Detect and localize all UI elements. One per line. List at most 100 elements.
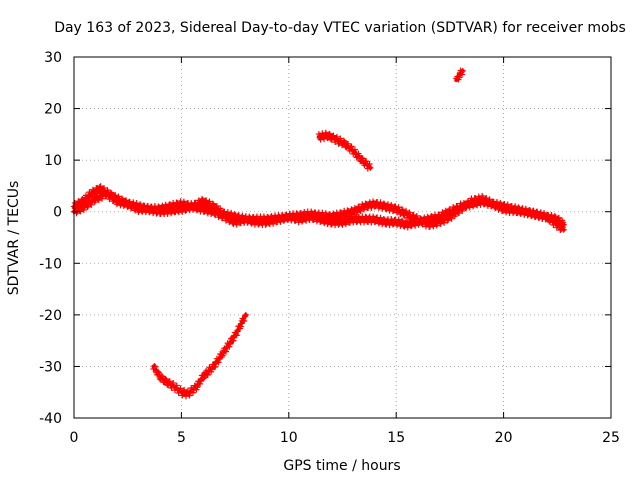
data-point bbox=[133, 200, 140, 207]
data-point bbox=[329, 133, 336, 140]
data-point bbox=[183, 393, 190, 400]
data-point bbox=[197, 380, 204, 387]
data-point bbox=[89, 186, 96, 193]
data-point bbox=[456, 74, 463, 81]
data-point bbox=[204, 370, 211, 377]
data-point bbox=[239, 212, 246, 219]
data-point bbox=[522, 205, 529, 212]
data-point bbox=[219, 352, 226, 359]
data-point bbox=[182, 207, 189, 214]
data-point bbox=[212, 363, 219, 370]
data-point bbox=[459, 208, 466, 215]
x-tick-labels: 0 5 10 15 20 25 bbox=[70, 430, 620, 446]
data-point bbox=[555, 214, 562, 221]
data-point bbox=[194, 203, 201, 210]
data-point bbox=[97, 183, 104, 190]
data-point bbox=[162, 375, 169, 382]
data-point bbox=[222, 347, 229, 354]
data-point bbox=[251, 218, 258, 225]
y-tick-label: 20 bbox=[44, 102, 62, 118]
y-tick-label: 10 bbox=[44, 153, 62, 169]
data-point bbox=[359, 155, 366, 162]
data-point bbox=[377, 214, 384, 221]
data-point bbox=[417, 215, 424, 222]
data-point bbox=[209, 200, 216, 207]
data-point bbox=[368, 204, 375, 211]
data-point bbox=[148, 203, 155, 210]
data-point bbox=[85, 203, 92, 210]
data-point bbox=[486, 196, 493, 203]
data-point bbox=[459, 71, 466, 78]
data-point bbox=[200, 375, 207, 382]
data-point bbox=[339, 221, 346, 228]
data-point bbox=[155, 369, 162, 376]
data-point bbox=[201, 374, 208, 381]
data-point bbox=[362, 158, 369, 165]
data-point bbox=[197, 202, 204, 209]
data-point bbox=[367, 164, 374, 171]
data-point bbox=[227, 341, 234, 348]
data-point bbox=[95, 197, 102, 204]
data-point bbox=[242, 311, 249, 318]
data-point bbox=[223, 348, 230, 355]
data-point bbox=[380, 200, 387, 207]
x-tick-label: 0 bbox=[70, 430, 79, 446]
y-tick-label: -20 bbox=[39, 308, 62, 324]
data-point bbox=[544, 212, 551, 219]
data-point bbox=[151, 363, 158, 370]
data-point bbox=[108, 191, 115, 198]
data-point bbox=[189, 389, 196, 396]
data-point bbox=[353, 209, 360, 216]
data-point bbox=[547, 215, 554, 222]
data-point bbox=[475, 193, 482, 200]
data-point bbox=[462, 205, 469, 212]
data-point bbox=[104, 189, 111, 196]
data-point bbox=[332, 216, 339, 223]
data-point bbox=[231, 211, 238, 218]
data-point bbox=[226, 343, 233, 350]
data-point bbox=[152, 363, 159, 370]
data-point bbox=[493, 199, 500, 206]
data-point bbox=[339, 214, 346, 221]
data-point bbox=[333, 133, 340, 140]
data-point bbox=[233, 221, 240, 228]
data-point bbox=[186, 392, 193, 399]
data-point bbox=[115, 195, 122, 202]
data-point bbox=[559, 222, 566, 229]
x-axis-label: GPS time / hours bbox=[283, 458, 400, 474]
data-point bbox=[179, 209, 186, 216]
y-tick-label: -10 bbox=[39, 256, 62, 272]
y-tick-label: -30 bbox=[39, 359, 62, 375]
data-point bbox=[324, 135, 331, 142]
data-point bbox=[230, 337, 237, 344]
data-point bbox=[155, 368, 162, 375]
data-point bbox=[170, 379, 177, 386]
data-point bbox=[548, 214, 555, 221]
data-point bbox=[335, 215, 342, 222]
data-point bbox=[537, 209, 544, 216]
data-point bbox=[366, 161, 373, 168]
data-point bbox=[421, 216, 428, 223]
data-point bbox=[233, 332, 240, 339]
data-point bbox=[455, 210, 462, 217]
data-point bbox=[164, 210, 171, 217]
data-point bbox=[194, 384, 201, 391]
series-lower-trace bbox=[150, 311, 249, 400]
data-point bbox=[224, 209, 231, 216]
axis-ticks bbox=[73, 56, 612, 419]
data-point bbox=[500, 204, 507, 211]
data-point bbox=[339, 142, 346, 149]
data-point bbox=[430, 223, 437, 230]
series-upper-trace bbox=[315, 129, 374, 172]
data-point bbox=[122, 197, 129, 204]
data-point bbox=[181, 386, 188, 393]
data-point bbox=[482, 195, 489, 202]
data-point bbox=[237, 323, 244, 330]
data-point bbox=[348, 143, 355, 150]
data-point bbox=[398, 217, 405, 224]
data-point bbox=[326, 130, 333, 137]
data-series bbox=[71, 67, 567, 400]
data-point bbox=[186, 207, 193, 214]
data-point bbox=[203, 197, 210, 204]
data-point bbox=[560, 226, 567, 233]
